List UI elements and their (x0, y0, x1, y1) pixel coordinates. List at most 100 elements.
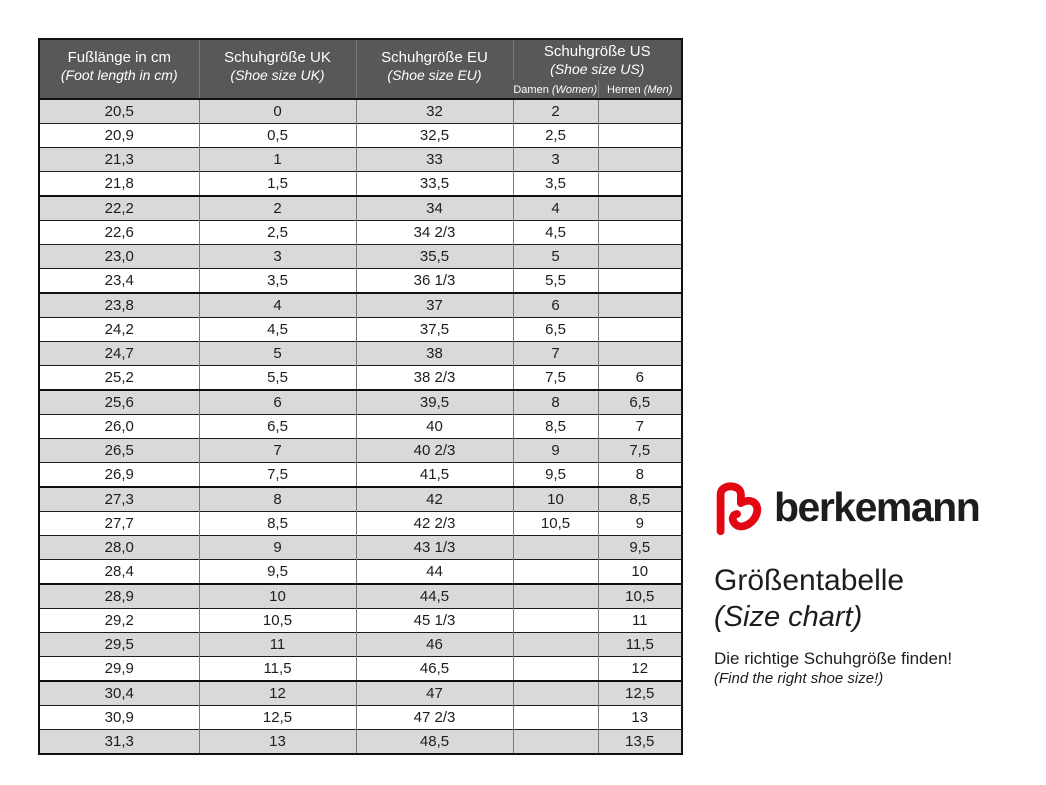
table-cell: 26,5 (39, 438, 199, 463)
subheader-label: Herren (Men) (607, 84, 673, 96)
table-cell: 1,5 (198, 171, 356, 196)
table-cell: 12,5 (597, 680, 683, 706)
table-cell (512, 535, 598, 560)
table-cell: 3,5 (198, 268, 356, 293)
table-cell: 21,3 (39, 147, 199, 172)
table-cell: 6 (512, 292, 598, 318)
table-cell: 23,0 (39, 244, 199, 269)
tagline-de: Die richtige Schuhgröße finden! (714, 649, 953, 668)
subheader-row: Damen (Women) Herren (Men) (39, 80, 683, 99)
size-table-header: Fußlänge in cm (Foot length in cm) Schuh… (39, 39, 683, 99)
table-cell: 24,7 (39, 341, 199, 366)
table-cell: 4,5 (512, 220, 598, 245)
table-cell: 6,5 (597, 389, 683, 415)
table-cell: 2 (512, 98, 598, 124)
table-cell: 46,5 (355, 656, 513, 681)
table-cell (597, 341, 683, 366)
table-cell: 26,0 (39, 414, 199, 439)
table-cell: 8 (512, 389, 598, 415)
col-subheader-herren: Herren (Men) (597, 80, 683, 99)
table-row: 21,8 1,5 33,5 3,5 (39, 171, 683, 196)
table-cell: 29,2 (39, 608, 199, 633)
table-cell: 36 1/3 (355, 268, 513, 293)
col-header-us: Schuhgröße US (Shoe size US) (512, 39, 683, 80)
table-cell: 23,4 (39, 268, 199, 293)
table-row: 28,0 9 43 1/3 9,5 (39, 535, 683, 560)
table-cell: 45 1/3 (355, 608, 513, 633)
table-row: 29,9 11,5 46,5 12 (39, 656, 683, 681)
table-cell: 33,5 (355, 171, 513, 196)
page-title-de: Größentabelle (714, 564, 905, 597)
table-cell: 24,2 (39, 317, 199, 342)
table-cell: 47 2/3 (355, 705, 513, 730)
table-cell: 42 2/3 (355, 511, 513, 536)
table-cell: 34 2/3 (355, 220, 513, 245)
brand-block: berkemann (712, 478, 981, 536)
col-header-eu: Schuhgröße EU (Shoe size EU) (355, 39, 513, 99)
table-cell: 22,6 (39, 220, 199, 245)
table-cell: 32 (355, 98, 513, 124)
table-cell: 9,5 (512, 462, 598, 487)
table-cell: 39,5 (355, 389, 513, 415)
table-cell: 9,5 (198, 559, 356, 584)
table-row: 30,9 12,5 47 2/3 13 (39, 705, 683, 730)
table-cell: 3 (512, 147, 598, 172)
table-cell: 27,7 (39, 511, 199, 536)
table-cell (512, 680, 598, 706)
table-cell (512, 705, 598, 730)
table-cell: 4 (512, 195, 598, 221)
table-cell (512, 729, 598, 754)
table-cell: 25,2 (39, 365, 199, 390)
table-cell (597, 171, 683, 196)
table-cell: 27,3 (39, 486, 199, 512)
table-row: 29,5 11 46 11,5 (39, 632, 683, 657)
table-cell: 5,5 (512, 268, 598, 293)
header-row: Fußlänge in cm (Foot length in cm) Schuh… (39, 39, 683, 99)
table-cell: 30,9 (39, 705, 199, 730)
table-cell: 21,8 (39, 171, 199, 196)
table-cell: 6,5 (512, 317, 598, 342)
table-cell: 11,5 (198, 656, 356, 681)
table-cell (597, 268, 683, 293)
table-cell: 6,5 (198, 414, 356, 439)
header-label-en: (Shoe size US) (550, 61, 645, 77)
table-cell: 9 (512, 438, 598, 463)
title-block: Größentabelle (Size chart) (714, 562, 904, 635)
header-label-de: Schuhgröße US (543, 43, 651, 60)
header-label-en: (Foot length in cm) (60, 67, 178, 83)
table-cell: 6 (198, 389, 356, 415)
table-cell: 11,5 (597, 632, 683, 657)
table-cell: 38 2/3 (355, 365, 513, 390)
table-cell: 44 (355, 559, 513, 584)
table-cell: 12,5 (198, 705, 356, 730)
tagline-block: Die richtige Schuhgröße finden! (Find th… (714, 648, 952, 688)
table-cell: 11 (198, 632, 356, 657)
table-cell: 7,5 (198, 462, 356, 487)
table-cell: 10,5 (597, 583, 683, 609)
table-cell: 23,8 (39, 292, 199, 318)
table-cell: 33 (355, 147, 513, 172)
table-cell: 1 (198, 147, 356, 172)
page-title-en: (Size chart) (714, 601, 863, 633)
header-label-de: Schuhgröße UK (224, 49, 331, 66)
table-cell: 29,5 (39, 632, 199, 657)
table-cell: 10 (198, 583, 356, 609)
table-cell: 8,5 (597, 486, 683, 512)
shoe-size-table: Fußlänge in cm (Foot length in cm) Schuh… (38, 38, 684, 755)
table-cell: 13 (597, 705, 683, 730)
table-cell (512, 559, 598, 584)
table-cell: 35,5 (355, 244, 513, 269)
table-cell: 5,5 (198, 365, 356, 390)
table-cell: 20,5 (39, 98, 199, 124)
table-cell: 6 (597, 365, 683, 390)
table-cell: 5 (512, 244, 598, 269)
table-cell (512, 656, 598, 681)
col-subheader-damen: Damen (Women) (513, 80, 598, 99)
table-cell: 20,9 (39, 123, 199, 148)
table-row: 26,9 7,5 41,5 9,5 8 (39, 462, 683, 487)
table-row: 24,7 5 38 7 (39, 341, 683, 366)
table-cell: 28,9 (39, 583, 199, 609)
table-row: 25,2 5,5 38 2/3 7,5 6 (39, 365, 683, 390)
table-cell: 44,5 (355, 583, 513, 609)
table-cell: 2 (198, 195, 356, 221)
